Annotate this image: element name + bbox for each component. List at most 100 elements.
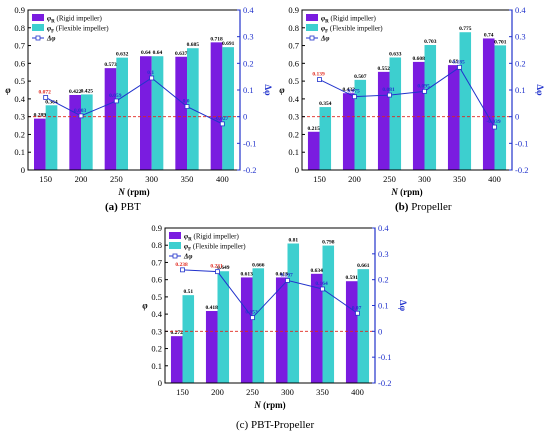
bar-rigid <box>69 95 81 170</box>
bar-rigid <box>105 68 117 170</box>
legend-label: φR (Rigid impeller) <box>47 15 102 25</box>
x-axis-title: N (rpm) <box>390 187 422 197</box>
y2-tick-label: 0.2 <box>243 58 254 68</box>
delta-marker <box>181 268 185 272</box>
legend: φR (Rigid impeller)φF (Flexible impeller… <box>306 14 383 43</box>
legend-swatch <box>32 24 44 31</box>
bar-rigid <box>448 65 460 170</box>
bar-rigid <box>241 277 253 383</box>
x-tick-label: 300 <box>281 387 294 397</box>
y-tick-label: 0.9 <box>151 223 162 233</box>
legend-rest: (Rigid impeller) <box>192 233 240 241</box>
bar-flexible-label: 0.775 <box>459 26 472 32</box>
delta-marker <box>493 125 497 129</box>
bar-flexible-label: 0.798 <box>322 240 335 246</box>
legend-rest: (Rigid impeller) <box>55 15 103 23</box>
delta-marker <box>318 78 322 82</box>
bar-rigid <box>343 93 355 170</box>
caption-text: (c) PBT-Propeller <box>236 419 314 431</box>
plot-frame <box>302 10 512 170</box>
delta-marker <box>185 105 189 109</box>
legend-swatch <box>32 14 44 21</box>
bar-flexible-label: 0.703 <box>424 39 437 45</box>
x-tick-label: 150 <box>39 174 52 184</box>
y2-tick-label: 0 <box>378 326 382 336</box>
legend-swatch <box>169 232 181 239</box>
legend-label: Δφ <box>183 253 192 261</box>
y2-tick-label: 0 <box>243 112 247 122</box>
legend-label: φF (Flexible impeller) <box>47 25 109 35</box>
y-tick-label: 0.8 <box>14 23 25 33</box>
delta-marker <box>44 95 48 99</box>
delta-marker <box>458 65 462 69</box>
bar-flexible-label: 0.81 <box>288 238 298 244</box>
legend-label: φR (Rigid impeller) <box>184 233 239 243</box>
delta-label: 0.139 <box>312 72 325 78</box>
bar-rigid <box>211 42 223 170</box>
bar-rigid <box>483 38 495 170</box>
x-tick-label: 350 <box>316 387 329 397</box>
delta-label: 0.164 <box>315 281 328 287</box>
legend: φR (Rigid impeller)φF (Flexible impeller… <box>169 232 246 261</box>
bar-flexible <box>460 32 472 170</box>
y-tick-label: 0.3 <box>14 112 25 122</box>
chart-panel-c: 0.272 0.51 150 0.418 0.649 200 0.613 0.666 250 0.… <box>142 223 408 431</box>
delta-marker <box>353 95 357 99</box>
delta-label: 0.075 <box>347 89 360 95</box>
x-tick-label: 350 <box>181 174 194 184</box>
y2-tick-label: -0.1 <box>515 138 528 148</box>
y-tick-label: 0.2 <box>288 129 299 139</box>
bar-rigid-label: 0.613 <box>241 271 254 277</box>
delta-marker <box>388 93 392 97</box>
bar-flexible <box>222 47 234 170</box>
chart-panel-a: 0.289 0.364 150 0.422 0.425 200 0.573 0.632 250 0… <box>5 5 273 213</box>
delta-label: 0.053 <box>245 310 258 316</box>
x-axis-title-unit: (rpm) <box>398 187 423 197</box>
bar-flexible-label: 0.633 <box>389 51 402 57</box>
delta-label: 0.07 <box>352 305 362 311</box>
y-axis-title: φ <box>142 301 147 311</box>
delta-marker <box>321 287 325 291</box>
legend-swatch <box>306 24 318 31</box>
legend: φR (Rigid impeller)φF (Flexible impeller… <box>32 14 109 43</box>
y-tick-label: 0.1 <box>151 361 162 371</box>
y2-axis-title: Δφ <box>398 300 408 312</box>
bar-flexible <box>253 268 265 383</box>
bar-flexible-label: 0.632 <box>116 52 129 58</box>
y-axis-title: φ <box>5 85 10 95</box>
y-tick-label: 0.7 <box>14 41 25 51</box>
y-tick-label: 0.7 <box>151 257 162 267</box>
caption-letter: (a) <box>105 201 118 213</box>
chart-panel-b: 0.2150.3541500.4320.5072000.5520.6332500… <box>279 5 545 213</box>
bar-rigid <box>171 336 183 383</box>
y-tick-label: 0.6 <box>151 275 162 285</box>
bar-rigid-label: 0.418 <box>206 305 219 311</box>
x-tick-label: 400 <box>351 387 364 397</box>
x-tick-label: 150 <box>313 174 326 184</box>
y2-tick-label: 0.3 <box>243 32 254 42</box>
bar-flexible-label: 0.666 <box>252 262 265 268</box>
delta-marker <box>286 278 290 282</box>
bar-rigid-label: 0.215 <box>308 126 321 132</box>
y-tick-label: 0.2 <box>14 129 25 139</box>
bar-rigid-label: 0.74 <box>484 32 494 38</box>
y-tick-label: 0.2 <box>151 344 162 354</box>
bar-rigid-label: 0.591 <box>346 275 359 281</box>
x-axis-title: N (rpm) <box>253 400 285 410</box>
y2-axis-title: Δφ <box>535 84 545 96</box>
delta-marker <box>216 270 220 274</box>
y-tick-label: 0.4 <box>14 94 25 104</box>
legend-swatch <box>169 242 181 249</box>
y-tick-label: 0 <box>295 165 299 175</box>
bar-flexible <box>288 244 300 384</box>
y-tick-label: 0.1 <box>288 147 299 157</box>
bar-flexible <box>495 45 507 170</box>
bar-rigid-label: 0.289 <box>34 113 47 119</box>
panel-caption: (b) Propeller <box>395 201 452 213</box>
y-tick-label: 0.9 <box>14 5 25 15</box>
bar-flexible-label: 0.425 <box>81 88 94 94</box>
y-tick-label: 0.6 <box>14 58 25 68</box>
legend-label: Δφ <box>46 35 55 43</box>
y-tick-label: 0.8 <box>288 23 299 33</box>
y2-tick-label: -0.2 <box>515 165 528 175</box>
